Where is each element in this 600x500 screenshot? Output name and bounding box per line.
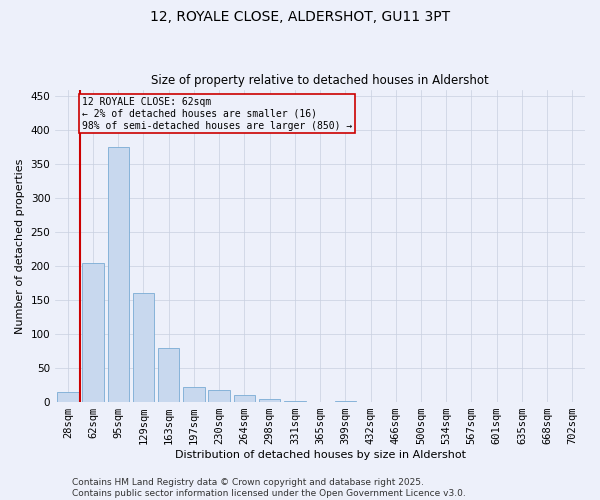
Text: 12, ROYALE CLOSE, ALDERSHOT, GU11 3PT: 12, ROYALE CLOSE, ALDERSHOT, GU11 3PT xyxy=(150,10,450,24)
Title: Size of property relative to detached houses in Aldershot: Size of property relative to detached ho… xyxy=(151,74,489,87)
Text: Contains HM Land Registry data © Crown copyright and database right 2025.
Contai: Contains HM Land Registry data © Crown c… xyxy=(72,478,466,498)
Bar xyxy=(158,348,179,402)
Bar xyxy=(208,390,230,402)
Bar xyxy=(133,294,154,402)
Bar xyxy=(183,387,205,402)
Text: 12 ROYALE CLOSE: 62sqm
← 2% of detached houses are smaller (16)
98% of semi-deta: 12 ROYALE CLOSE: 62sqm ← 2% of detached … xyxy=(82,98,352,130)
X-axis label: Distribution of detached houses by size in Aldershot: Distribution of detached houses by size … xyxy=(175,450,466,460)
Bar xyxy=(57,392,79,402)
Bar xyxy=(259,398,280,402)
Bar xyxy=(107,148,129,402)
Y-axis label: Number of detached properties: Number of detached properties xyxy=(15,158,25,334)
Bar xyxy=(82,263,104,402)
Bar xyxy=(233,396,255,402)
